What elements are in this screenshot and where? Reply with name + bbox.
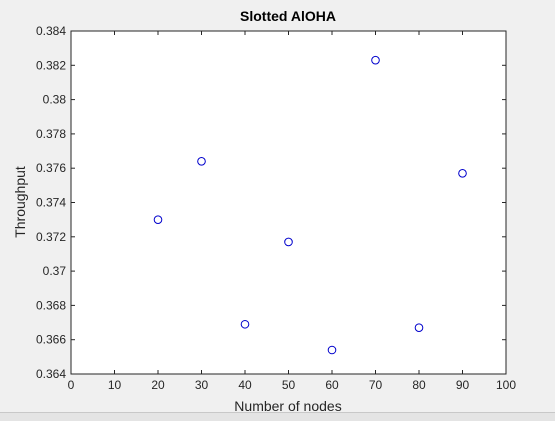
data-point — [371, 55, 380, 65]
y-tick-label: 0.366 — [36, 333, 66, 347]
y-axis: 0.364 0.366 0.368 0.37 0.372 0.374 0.376 0.378 0… — [36, 24, 506, 381]
x-tick-label: 20 — [151, 378, 165, 392]
data-point — [327, 345, 337, 355]
y-tick-label: 0.382 — [36, 58, 66, 72]
axes-box — [70, 30, 507, 375]
x-tick-label: 80 — [412, 378, 426, 392]
x-tick-label: 50 — [282, 378, 296, 392]
data-points — [153, 55, 467, 355]
y-tick-label: 0.38 — [43, 93, 67, 107]
x-tick-label: 70 — [369, 378, 383, 392]
chart-title: Slotted AlOHA — [240, 8, 336, 24]
y-tick-label: 0.378 — [36, 127, 66, 141]
x-axis: 0 10 20 30 40 50 60 70 80 90 100 — [68, 31, 516, 392]
x-tick-label: 100 — [496, 378, 516, 392]
y-tick-label: 0.368 — [36, 298, 66, 312]
data-point — [414, 323, 424, 332]
y-tick-label: 0.37 — [43, 264, 67, 278]
x-axis-label: Number of nodes — [234, 398, 341, 414]
data-point — [197, 157, 206, 166]
x-tick-label: 10 — [108, 378, 122, 392]
x-tick-label: 40 — [238, 378, 252, 392]
x-tick-label: 30 — [195, 378, 209, 392]
figure-status-strip — [0, 412, 555, 421]
data-point — [458, 169, 467, 178]
data-point — [240, 319, 250, 329]
y-tick-label: 0.374 — [36, 196, 66, 210]
data-point — [284, 237, 293, 247]
y-tick-label: 0.384 — [36, 24, 66, 38]
x-tick-label: 90 — [456, 378, 470, 392]
y-tick-label: 0.364 — [36, 367, 66, 381]
x-tick-label: 60 — [325, 378, 339, 392]
data-point — [153, 215, 163, 224]
x-tick-label: 0 — [68, 378, 75, 392]
y-tick-label: 0.372 — [36, 230, 66, 244]
y-axis-label: Throughput — [12, 166, 28, 238]
y-tick-label: 0.376 — [36, 161, 66, 175]
